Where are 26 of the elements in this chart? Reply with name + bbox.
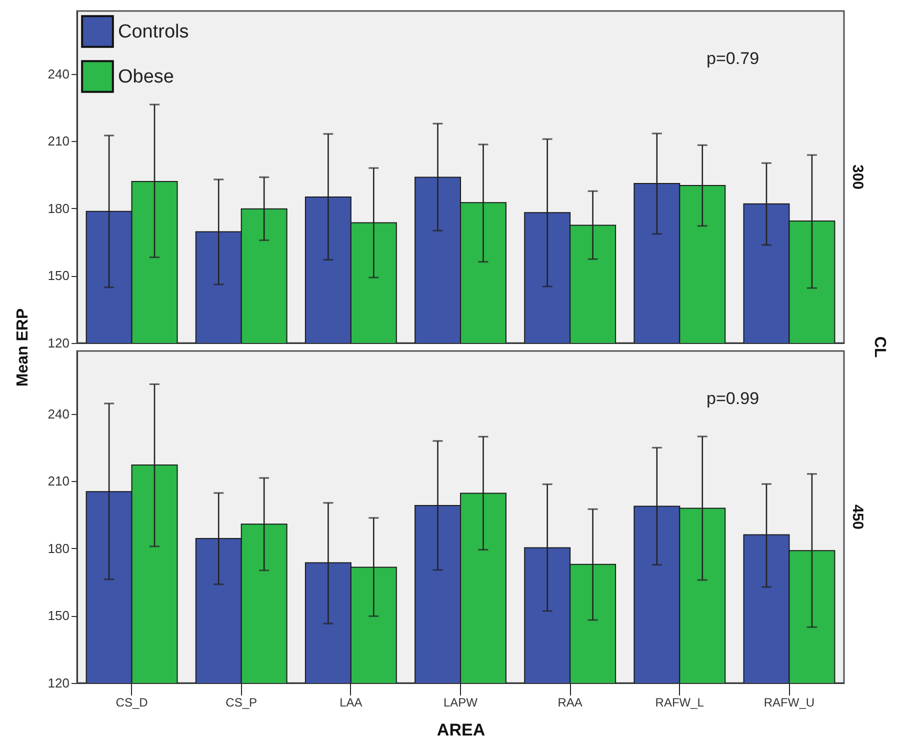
y2-axis-title: 450 <box>849 504 866 530</box>
y-tick-label: 180 <box>48 200 70 216</box>
y-tick-label: 150 <box>48 268 70 284</box>
x-tick-label: LAPW <box>443 696 478 710</box>
annotation: p=0.99 <box>706 389 760 408</box>
x-tick-label: RAFW_L <box>655 696 704 710</box>
text: CL <box>871 336 888 358</box>
legend-label: Obese <box>118 66 174 88</box>
x-tick-label: CS_D <box>116 696 148 710</box>
x-tick-label: RAFW_U <box>764 696 815 710</box>
y-tick-label: 210 <box>48 134 70 149</box>
y-tick-label: 240 <box>48 406 70 422</box>
annotation: p=0.79 <box>706 49 760 68</box>
y-tick-label: 210 <box>48 474 70 489</box>
x-tick-label: CS_P <box>226 696 258 710</box>
y-tick-label: 240 <box>48 66 70 82</box>
y-tick-label: 150 <box>48 608 70 624</box>
y-tick-label: 120 <box>48 676 70 690</box>
y-tick-label: 180 <box>48 540 70 556</box>
y2-axis-title: 300 <box>849 164 866 190</box>
x-tick-label: LAA <box>340 696 362 710</box>
y-axis-title: Mean ERP <box>14 308 32 387</box>
x-tick-label: RAA <box>558 696 582 710</box>
x-axis-title: AREA <box>436 720 486 740</box>
legend-label: Controls <box>118 22 189 42</box>
y-tick-label: 120 <box>48 336 70 350</box>
